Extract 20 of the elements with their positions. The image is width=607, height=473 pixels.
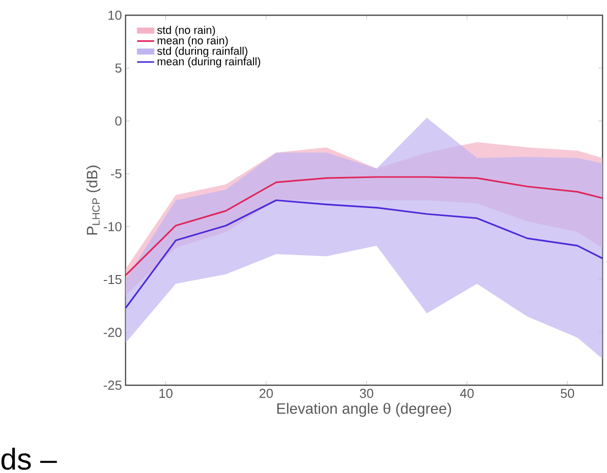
legend-label: mean (no rain) [158, 36, 228, 47]
y-tick-label: 10 [108, 10, 122, 20]
y-tick-label: 5 [115, 64, 122, 73]
y-axis-title: P$_{LHCP}$ (dB) [86, 166, 100, 235]
y-tick-label: -10 [104, 222, 122, 232]
y-tick-label: -5 [111, 169, 122, 178]
text: ds – [1, 448, 57, 470]
x-tick-label: 50 [560, 388, 574, 398]
y-tick-label: 0 [115, 116, 122, 126]
legend-label: mean (during rainfall) [158, 57, 260, 68]
y-tick-label: -25 [104, 380, 122, 390]
x-tick-label: 30 [360, 388, 374, 398]
x-tick-label: 40 [460, 388, 474, 398]
y-tick-label: -15 [104, 275, 122, 284]
y-tick-label: -20 [104, 328, 122, 337]
annotation: std (during rainfall) [157, 46, 248, 58]
x-axis-title: Elevation angle θ (degree) [277, 402, 452, 417]
x-tick-label: 10 [159, 388, 172, 398]
x-tick-label: 20 [260, 388, 273, 398]
annotation: std (no rain) [157, 26, 215, 36]
